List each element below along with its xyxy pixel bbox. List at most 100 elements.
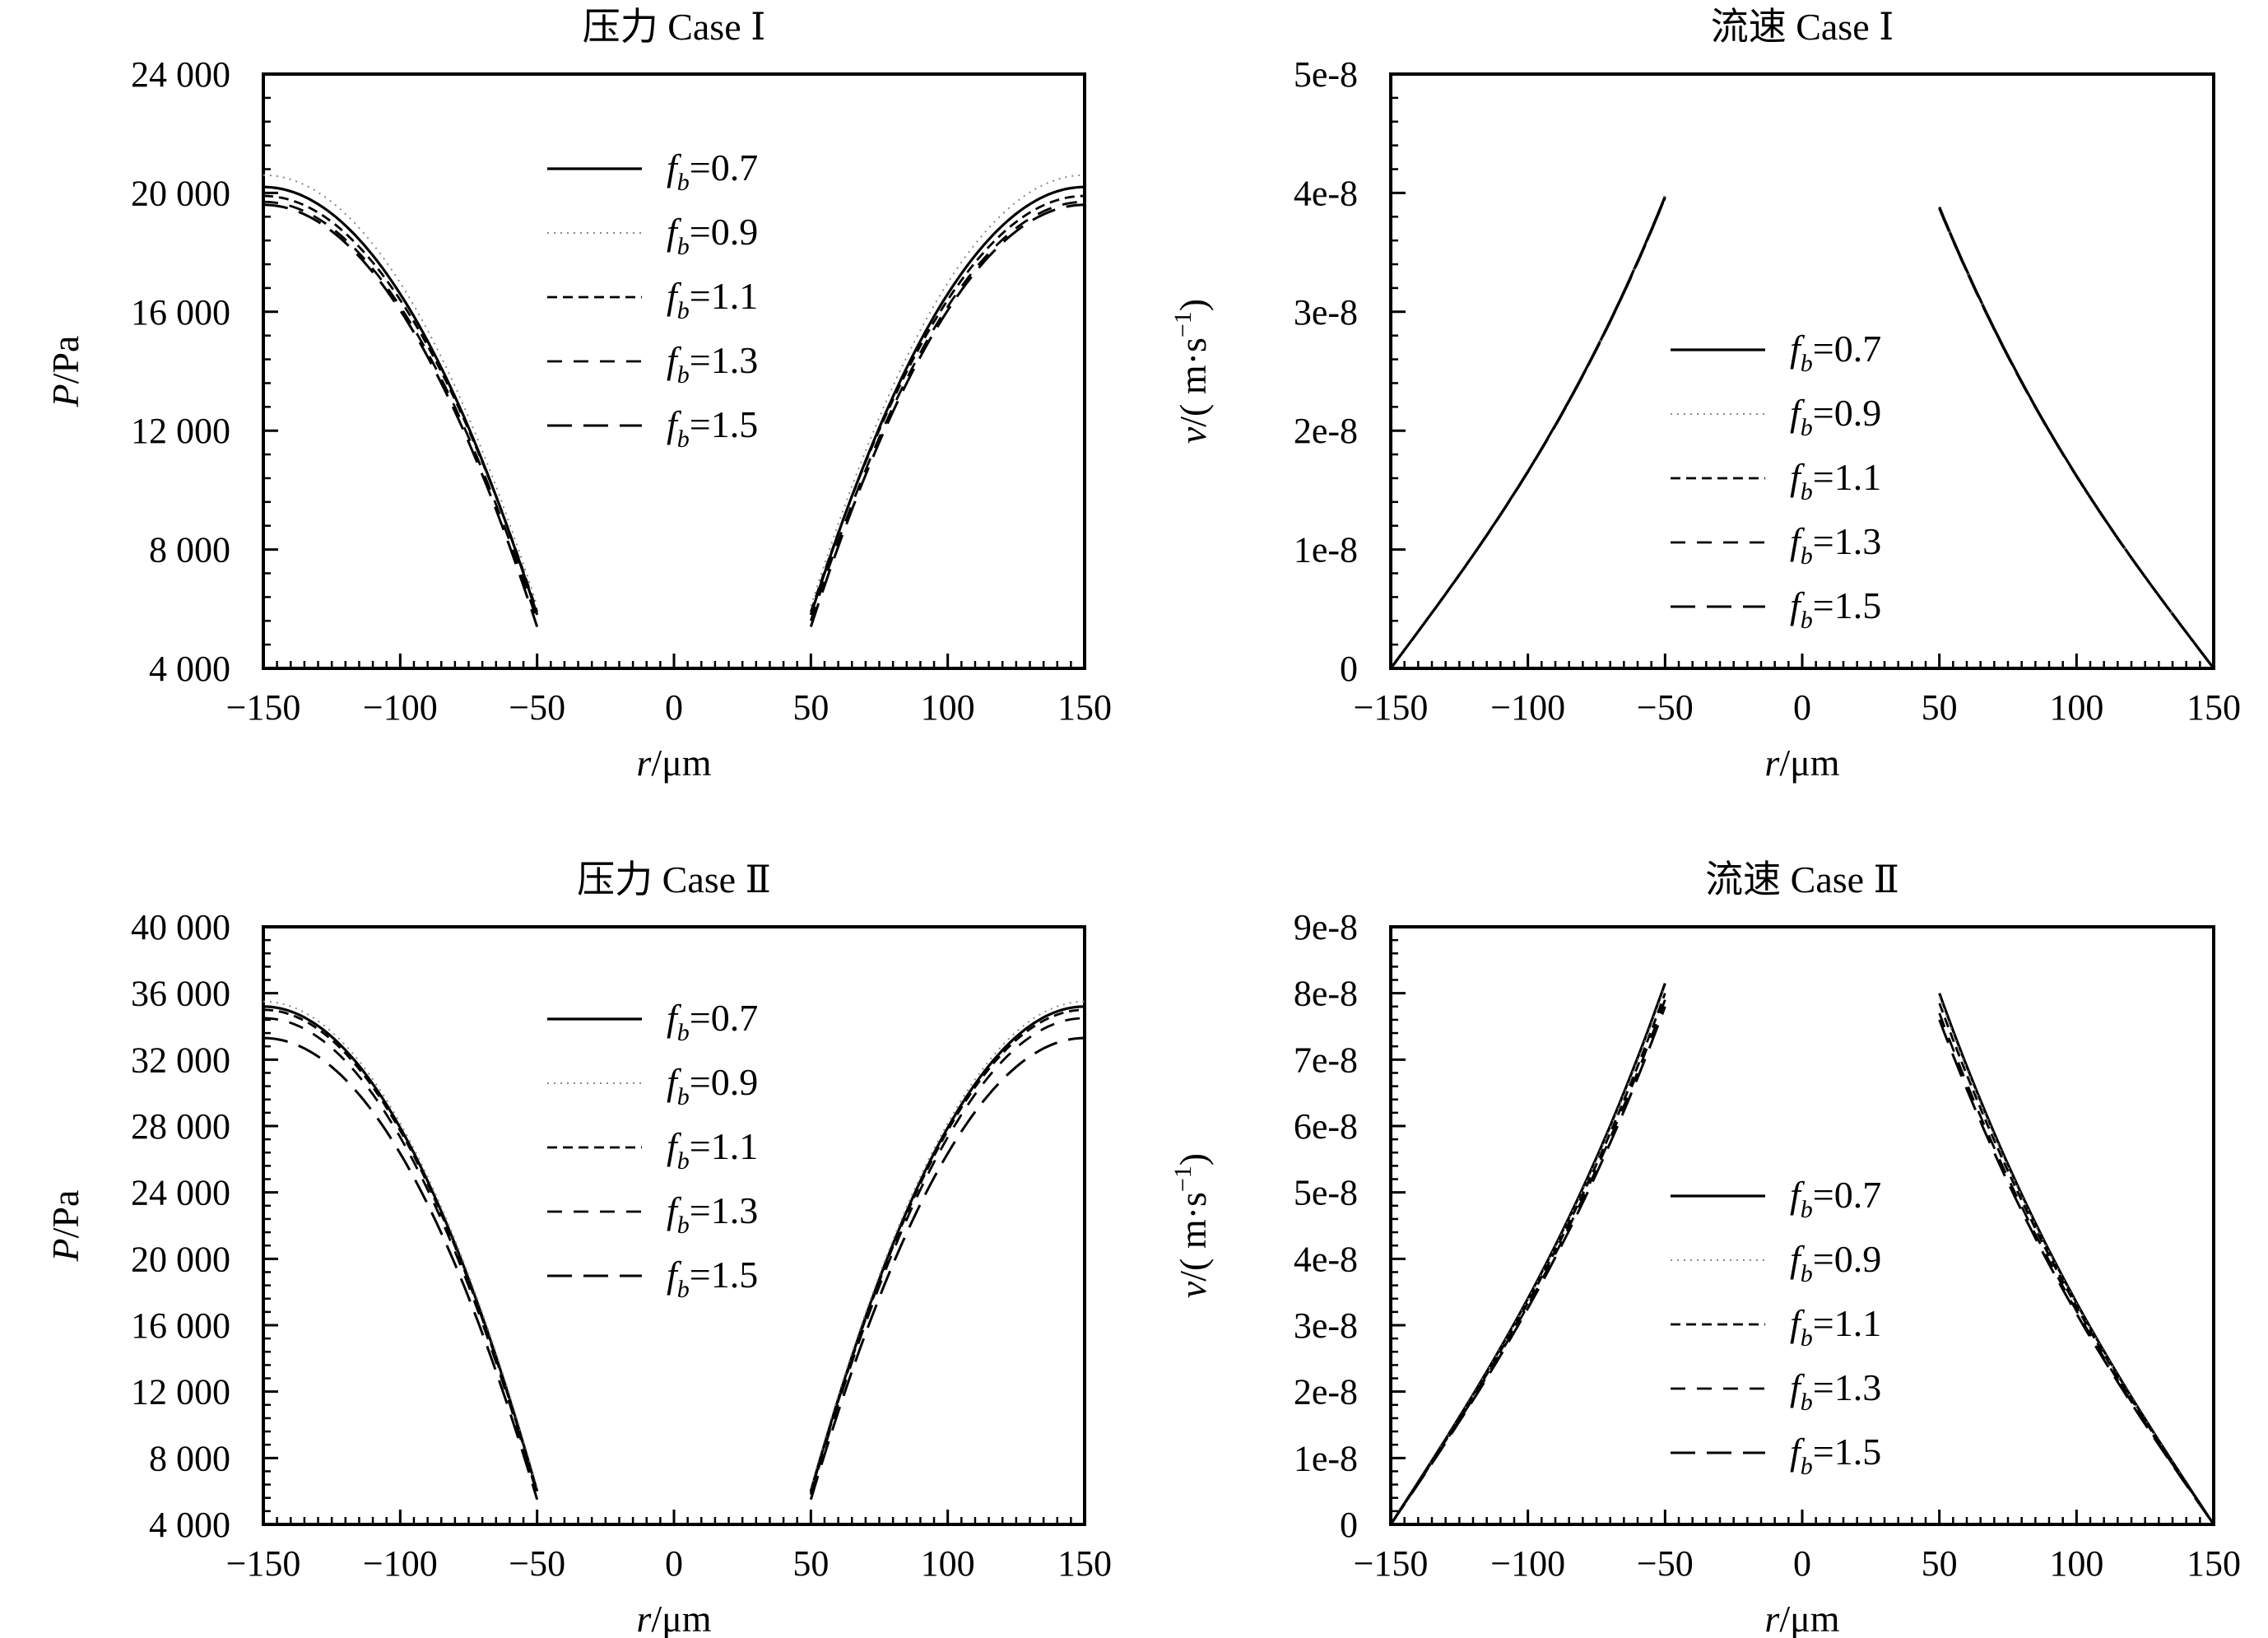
- series-line-fb15-right: [809, 1036, 1085, 1501]
- chart-panel-4: 流速 Case Ⅱ −150 −100 −50 0 50 100 150 0 1e-8 2e-8 3e…: [1169, 859, 2241, 1638]
- y-tick-label: 12 000: [131, 411, 230, 451]
- legend-label: fb=1.3: [667, 1189, 758, 1239]
- x-axis-label: r/μm: [636, 1598, 711, 1638]
- series-line-fb07-right: [1938, 207, 2215, 669]
- y-tick-label: 28 000: [131, 1106, 230, 1147]
- y-tick-label: 6e-8: [1294, 1106, 1358, 1147]
- chart-panel-1: 压力 Case Ⅰ −150 −100 −50 0 50 100 150 4 000 8 000 1…: [44, 6, 1112, 784]
- series-line-fb07-right: [809, 1005, 1085, 1492]
- x-tick-label: 100: [921, 1543, 975, 1584]
- series-line-fb07-right: [809, 185, 1085, 616]
- x-tick-label: 50: [1922, 1543, 1958, 1584]
- y-tick-label: 2e-8: [1294, 1372, 1358, 1412]
- series-line-fb09-left: [263, 174, 538, 607]
- y-tick-label: 8 000: [149, 1438, 230, 1478]
- x-axis-label: r/μm: [1764, 1598, 1839, 1638]
- legend-label: fb=1.3: [667, 339, 758, 389]
- series-line-fb11-left: [1389, 196, 1666, 669]
- y-tick-label: 20 000: [131, 173, 230, 213]
- series-line-fb11-right: [809, 1008, 1085, 1494]
- y-tick-label: 8 000: [149, 530, 230, 570]
- x-tick-label: 150: [2187, 1543, 2241, 1584]
- x-tick-label: −50: [1637, 1543, 1694, 1584]
- legend-label: fb=1.1: [667, 1125, 758, 1175]
- y-tick-label: 7e-8: [1294, 1040, 1358, 1080]
- x-tick-label: −100: [363, 1543, 438, 1584]
- series-line-fb11-right: [809, 194, 1085, 612]
- y-tick-label: 40 000: [131, 907, 230, 947]
- legend-label: fb=0.9: [667, 211, 758, 260]
- y-tick-label: 4 000: [149, 649, 230, 689]
- series-line-fb15-left: [1389, 197, 1666, 669]
- series-line-fb09-right: [810, 1000, 1085, 1488]
- series-line-fb15-left: [263, 203, 539, 627]
- series-line-fb07-left: [1389, 983, 1666, 1525]
- series-line-fb15-right: [809, 203, 1085, 627]
- series-line-fb09-right: [1938, 207, 2215, 669]
- x-tick-label: 0: [665, 687, 683, 728]
- series-line-fb07-left: [1389, 196, 1666, 669]
- x-tick-label: 100: [2049, 1543, 2103, 1584]
- y-tick-label: 24 000: [131, 1173, 230, 1213]
- x-axis-label: r/μm: [1764, 742, 1839, 784]
- series-line-fb09-right: [810, 174, 1085, 607]
- y-tick-label: 16 000: [131, 292, 230, 333]
- y-tick-label: 1e-8: [1294, 530, 1358, 570]
- series-line-fb13-left: [263, 1017, 539, 1496]
- plot-frame: [1389, 925, 2215, 1526]
- x-tick-label: −100: [363, 687, 438, 728]
- y-tick-label: 0: [1340, 649, 1358, 689]
- y-tick-label: 24 000: [131, 54, 230, 95]
- y-tick-label: 20 000: [131, 1239, 230, 1279]
- x-tick-label: −100: [1490, 1543, 1565, 1584]
- y-tick-label: 3e-8: [1294, 1305, 1358, 1346]
- y-tick-label: 5e-8: [1294, 1173, 1358, 1213]
- y-tick-label: 4e-8: [1294, 1239, 1358, 1279]
- series-line-fb09-left: [1390, 986, 1666, 1525]
- y-tick-label: 4 000: [149, 1505, 230, 1545]
- legend-label: fb=0.9: [1790, 392, 1881, 441]
- series-line-fb13-left: [1389, 999, 1666, 1525]
- y-tick-label: 36 000: [131, 974, 230, 1014]
- series-line-fb07-left: [263, 185, 539, 616]
- legend-label: fb=1.1: [1790, 1302, 1881, 1352]
- x-axis-label: r/μm: [636, 742, 711, 784]
- y-tick-label: 9e-8: [1294, 907, 1358, 947]
- y-tick-label: 16 000: [131, 1305, 230, 1346]
- y-tick-label: 3e-8: [1294, 292, 1358, 333]
- y-tick-label: 0: [1340, 1505, 1358, 1545]
- legend-label: fb=1.5: [1790, 584, 1881, 634]
- series-line-fb11-right: [1938, 207, 2215, 669]
- legend-label: fb=0.7: [667, 997, 758, 1046]
- series-line-fb15-right: [1938, 1019, 2215, 1525]
- x-tick-label: −50: [509, 687, 565, 728]
- legend-label: fb=1.3: [1790, 1366, 1881, 1416]
- series-line-fb11-left: [263, 194, 539, 612]
- y-tick-label: 32 000: [131, 1040, 230, 1080]
- x-tick-label: 0: [1793, 687, 1811, 728]
- legend-label: fb=1.1: [1790, 456, 1881, 505]
- y-axis-label: v/( m·s−1): [1169, 299, 1214, 444]
- y-axis-label: v/( m·s−1): [1169, 1153, 1214, 1298]
- x-tick-label: −50: [1637, 687, 1694, 728]
- series-line-fb15-left: [1389, 1006, 1666, 1525]
- series-line-fb07-left: [263, 1005, 539, 1492]
- legend-label: fb=1.5: [667, 403, 758, 453]
- x-tick-label: −50: [509, 1543, 565, 1584]
- legend-label: fb=0.9: [1790, 1238, 1881, 1287]
- y-axis-label: P/Pa: [44, 336, 86, 408]
- series-line-fb13-right: [809, 1017, 1085, 1496]
- x-tick-label: 100: [921, 687, 975, 728]
- x-tick-label: 0: [1793, 1543, 1811, 1584]
- legend-label: fb=1.5: [667, 1254, 758, 1303]
- x-tick-label: 50: [1922, 687, 1958, 728]
- y-tick-label: 8e-8: [1294, 974, 1358, 1014]
- series-line-fb09-left: [1390, 196, 1666, 669]
- y-tick-label: 1e-8: [1294, 1438, 1358, 1478]
- legend-label: fb=0.7: [1790, 328, 1881, 377]
- series-line-fb15-left: [263, 1036, 539, 1501]
- legend-label: fb=0.7: [667, 147, 758, 196]
- series-line-fb13-left: [1389, 197, 1666, 669]
- series-line-fb11-left: [263, 1008, 539, 1494]
